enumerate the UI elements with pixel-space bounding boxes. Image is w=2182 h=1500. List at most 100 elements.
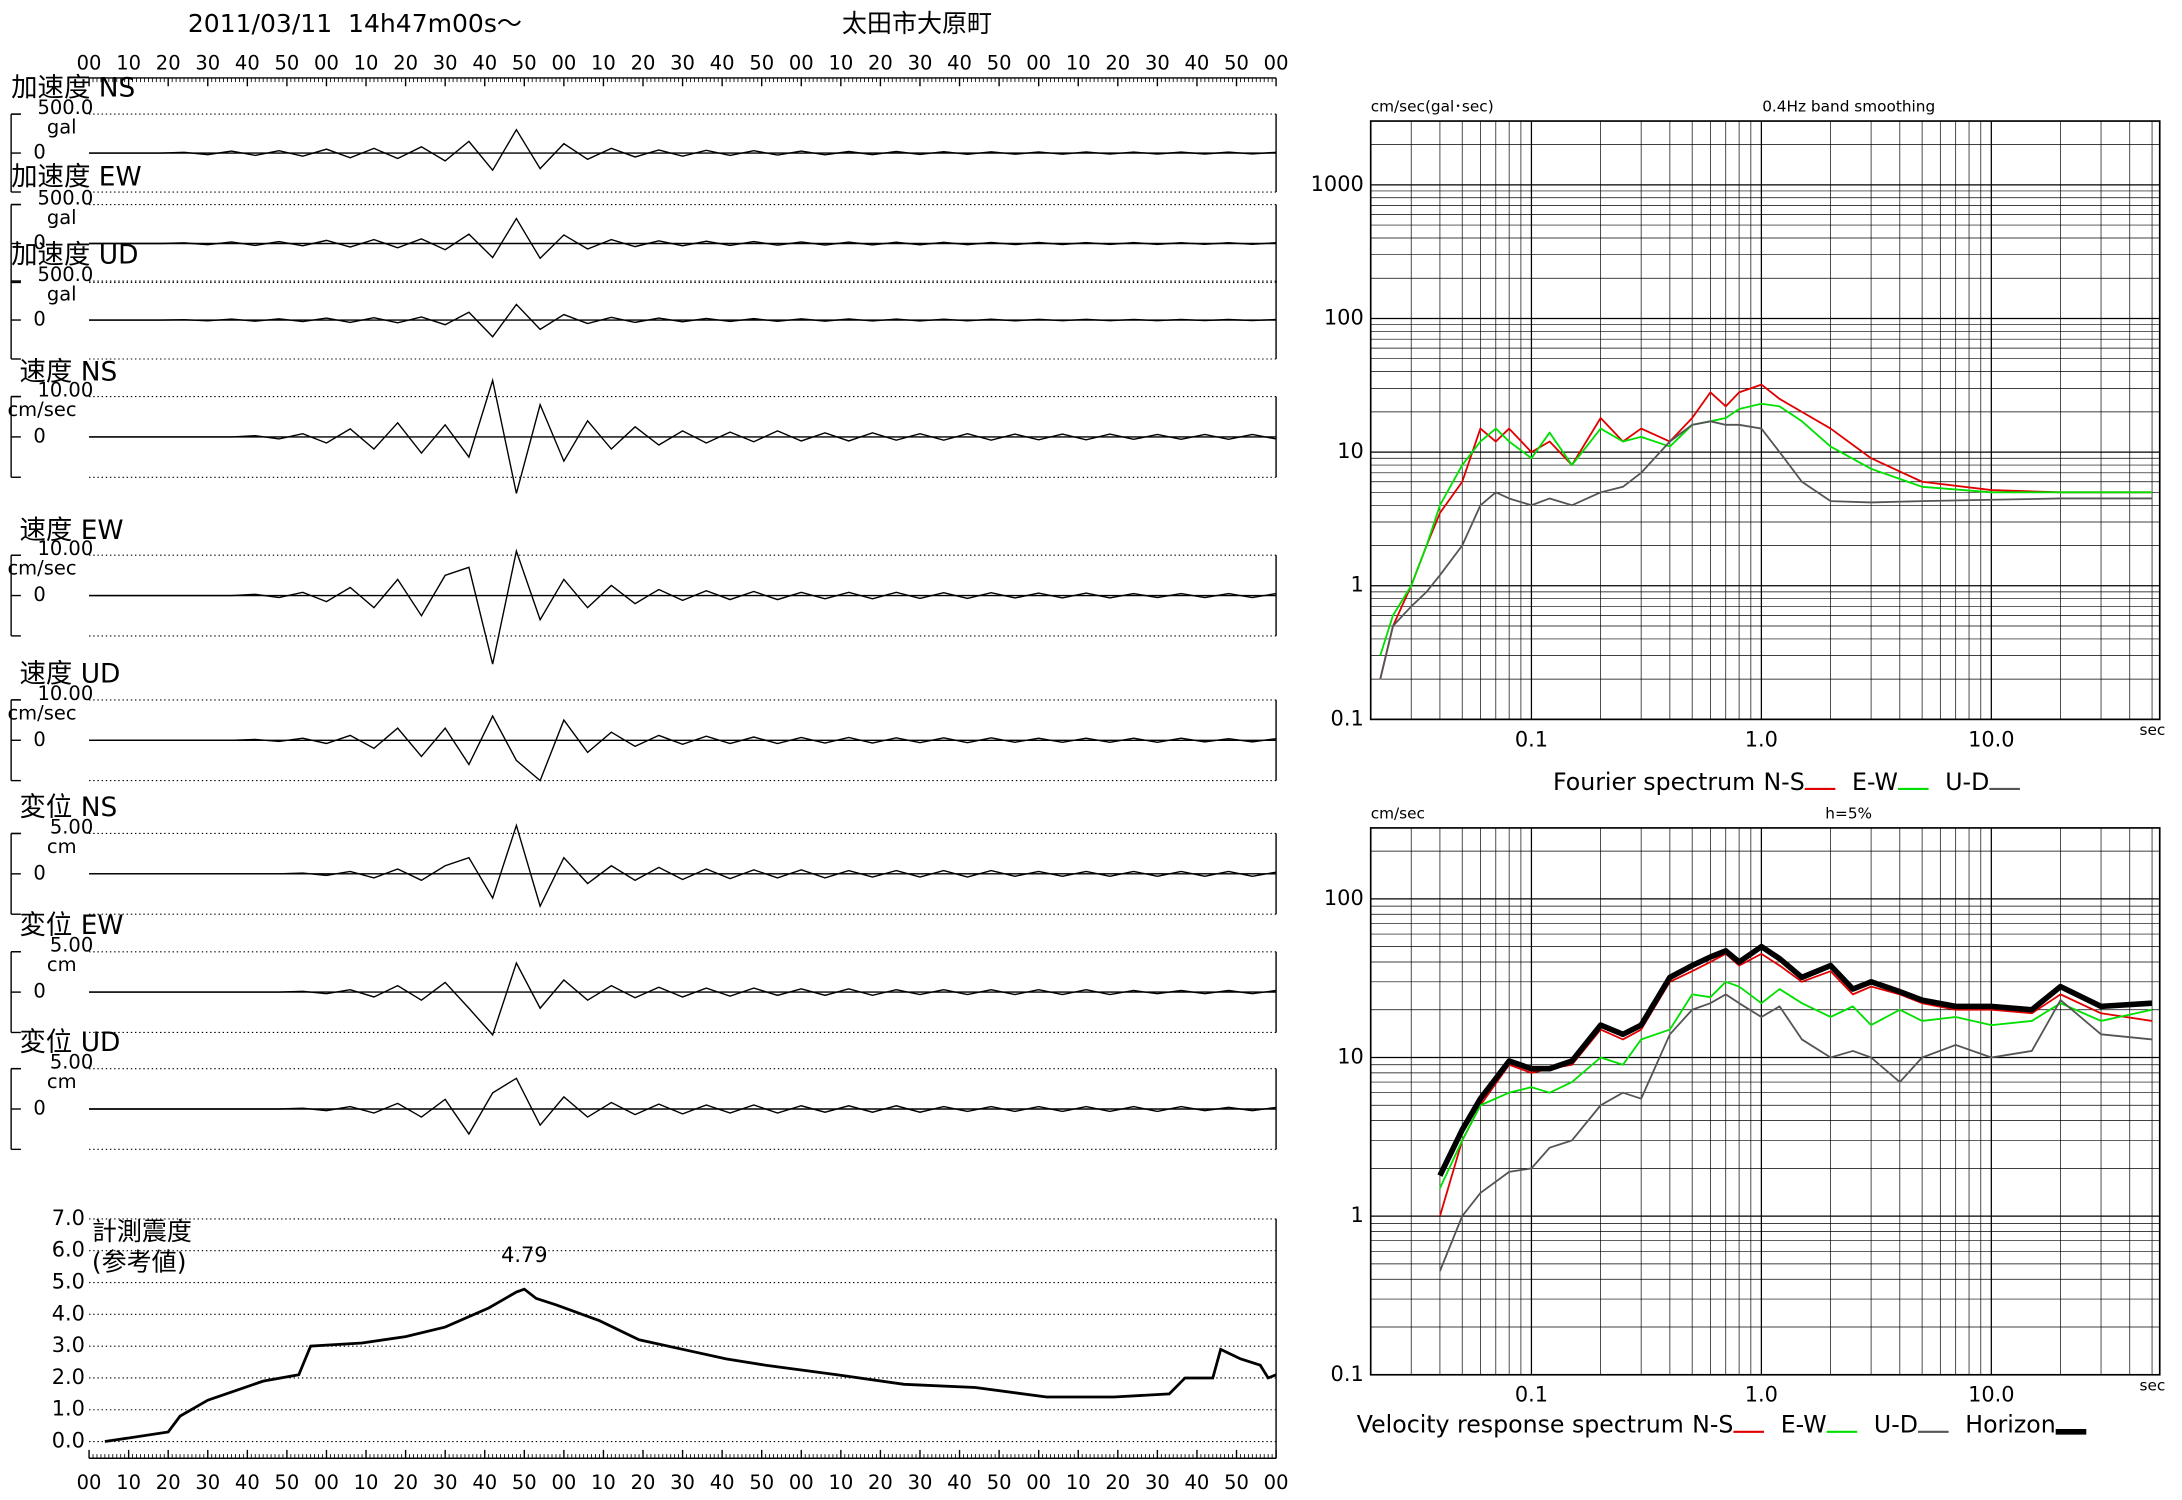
x-tick-label: 40 — [235, 52, 260, 75]
panel-title: 速度 EW — [19, 515, 123, 546]
x-tick-label: 40 — [710, 1471, 735, 1494]
x-tick-label: 0.1 — [1515, 727, 1548, 751]
unit-label: cm — [47, 953, 77, 976]
x-tick-label: 40 — [472, 52, 497, 75]
x-tick-label: 00 — [551, 52, 576, 75]
spectrum-line — [1439, 952, 2153, 1217]
legend-label: E-W — [1852, 768, 1898, 796]
y-tick-label: 0 — [33, 424, 45, 447]
x-tick-label: 20 — [1105, 1471, 1130, 1494]
y-tick-label: 3.0 — [52, 1333, 85, 1357]
y-tick-label: 7.0 — [52, 1206, 85, 1230]
y-axis-label: cm/sec(gal･sec) — [1371, 98, 1494, 116]
x-tick-label: 30 — [908, 52, 933, 75]
x-tick-label: 20 — [631, 52, 656, 75]
x-tick-label: 30 — [195, 52, 220, 75]
intensity-line — [104, 1287, 1277, 1443]
spectrum-line — [1439, 980, 2153, 1189]
x-tick-label: 10 — [354, 52, 379, 75]
x-tick-label: 00 — [314, 1471, 339, 1494]
x-tick-label: 20 — [868, 52, 893, 75]
waveform — [89, 548, 1277, 665]
x-tick-label: 10 — [591, 52, 616, 75]
unit-label: gal — [47, 116, 77, 139]
y-tick-label: 2.0 — [52, 1365, 85, 1389]
peak-label: 4.79 — [501, 1243, 547, 1267]
x-tick-label: 00 — [1264, 1471, 1289, 1494]
y-tick-label: 0 — [33, 728, 45, 751]
y-tick-label: 5.0 — [52, 1270, 85, 1294]
legend-title: Fourier spectrum — [1553, 768, 1755, 796]
x-tick-label: 50 — [987, 52, 1012, 75]
y-axis-label: cm/sec — [1371, 805, 1425, 823]
y-tick-label: 0.1 — [1331, 1362, 1364, 1386]
y-tick-label: 5.00 — [50, 1051, 93, 1074]
y-tick-label: 0 — [33, 583, 45, 606]
y-tick-label: 5.00 — [50, 934, 93, 957]
x-tick-label: 10 — [116, 1471, 141, 1494]
spectrum-line — [1379, 420, 2153, 680]
x-tick-label: 00 — [1264, 52, 1289, 75]
y-tick-label: 0 — [33, 141, 45, 164]
x-tick-label: 00 — [1026, 52, 1051, 75]
unit-label: gal — [47, 206, 77, 229]
x-tick-label: 20 — [631, 1471, 656, 1494]
x-tick-label: 40 — [1185, 1471, 1210, 1494]
x-tick-label: 40 — [235, 1471, 260, 1494]
waveform — [89, 377, 1277, 494]
legend-label: E-W — [1781, 1411, 1827, 1439]
x-tick-label: 20 — [393, 1471, 418, 1494]
y-tick-label: 4.0 — [52, 1301, 85, 1325]
plot-frame — [1369, 120, 2161, 721]
x-tick-label: 30 — [1145, 52, 1170, 75]
legend-label: U-D — [1945, 768, 1989, 796]
x-tick-label: 30 — [195, 1471, 220, 1494]
x-tick-label: 20 — [868, 1471, 893, 1494]
spectrum-line — [1379, 383, 2153, 680]
y-tick-label: 10.00 — [37, 537, 93, 560]
x-tick-label: 50 — [512, 1471, 537, 1494]
x-tick-label: 1.0 — [1745, 1383, 1778, 1407]
x-tick-label: 50 — [987, 1471, 1012, 1494]
x-tick-label: 00 — [314, 52, 339, 75]
unit-label: cm — [47, 835, 77, 858]
x-tick-label: 00 — [789, 1471, 814, 1494]
x-tick-label: 40 — [947, 52, 972, 75]
spectrum-line — [1379, 402, 2153, 656]
y-tick-label: 1.0 — [52, 1397, 85, 1421]
y-tick-label: 10.00 — [37, 682, 93, 705]
waveform — [89, 303, 1277, 338]
waveform — [89, 128, 1277, 172]
x-tick-label: 30 — [670, 52, 695, 75]
y-tick-label: 10 — [1337, 1044, 1364, 1068]
y-tick-label: 0.0 — [52, 1429, 85, 1453]
panel-title: 速度 NS — [19, 356, 117, 387]
x-tick-label: 50 — [1224, 52, 1249, 75]
legend-label: N-S — [1692, 1411, 1733, 1439]
x-tick-label: 20 — [1105, 52, 1130, 75]
y-tick-label: 0.1 — [1331, 706, 1364, 730]
x-tick-label: 50 — [512, 52, 537, 75]
panel-title: 変位 NS — [19, 792, 117, 823]
y-tick-label: 0 — [33, 1096, 45, 1119]
header-datetime: 2011/03/11 14h47m00s～ — [188, 9, 522, 38]
y-tick-label: 10.00 — [37, 379, 93, 402]
x-tick-label: 10 — [1066, 52, 1091, 75]
x-axis-label: sec — [2140, 721, 2166, 739]
x-tick-label: 50 — [749, 52, 774, 75]
x-tick-label: 30 — [670, 1471, 695, 1494]
x-tick-label: 30 — [908, 1471, 933, 1494]
legend-label: N-S — [1764, 768, 1805, 796]
x-tick-label: 10 — [828, 1471, 853, 1494]
x-tick-label: 30 — [433, 52, 458, 75]
x-tick-label: 00 — [1026, 1471, 1051, 1494]
x-tick-label: 50 — [275, 1471, 300, 1494]
x-tick-label: 10 — [1066, 1471, 1091, 1494]
x-tick-label: 40 — [1185, 52, 1210, 75]
chart-title: 計測震度 — [92, 1217, 192, 1246]
x-tick-label: 20 — [156, 1471, 181, 1494]
x-tick-label: 00 — [789, 52, 814, 75]
chart-subtitle: h=5% — [1825, 805, 1872, 823]
x-tick-label: 10 — [828, 52, 853, 75]
y-tick-label: 500.0 — [37, 263, 93, 286]
